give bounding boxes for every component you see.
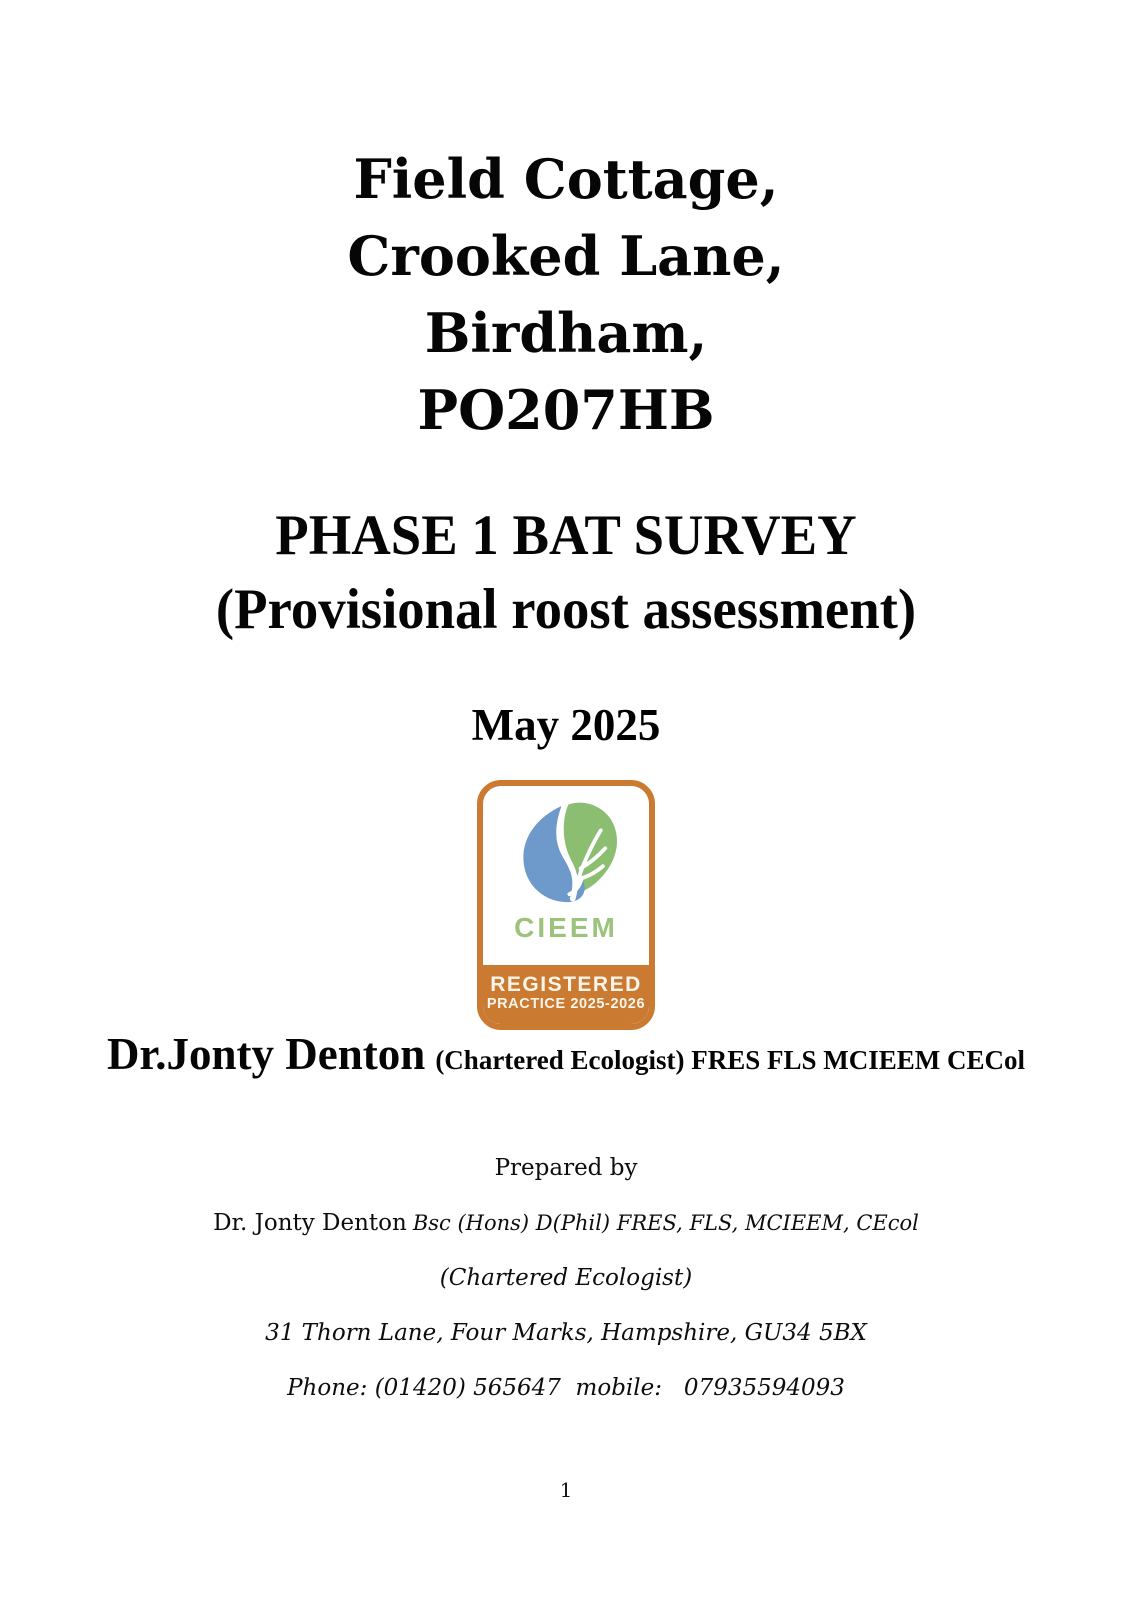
prepared-qualifications: Bsc (Hons) D(Phil) FRES, FLS, MCIEEM, CE… [412,1211,919,1235]
practice-years-label: PRACTICE 2025-2026 [486,996,646,1012]
droplet-highlight [567,875,584,897]
registered-practice-band: REGISTERED PRACTICE 2025-2026 [483,965,649,1024]
leaf-vein-branch-1 [578,846,608,871]
site-address-title: Field Cottage, Crooked Lane, Birdham, PO… [0,141,1132,449]
cieem-wordmark: CIEEM [514,912,618,943]
survey-subtitle: (Provisional roost assessment) [215,578,917,641]
author-name: Dr.Jonty Denton [106,1029,426,1079]
address-line-4: PO207HB [417,378,715,442]
address-line-2: Crooked Lane, [347,224,785,288]
prepared-by-name-line: Dr. Jonty Denton Bsc (Hons) D(Phil) FRES,… [0,1196,1132,1251]
page-number: 1 [559,1478,573,1502]
prepared-by-block: Prepared by Dr. Jonty Denton Bsc (Hons) D… [0,1141,1132,1416]
droplet-icon [523,804,585,903]
survey-heading: PHASE 1 BAT SURVEY (Provisional roost as… [23,499,1110,647]
leaf-vein-branch-2 [575,864,605,882]
address-line-3: Birdham, [424,301,708,365]
prepared-address: 31 Thorn Lane, Four Marks, Hampshire, GU… [265,1320,867,1346]
registered-label: REGISTERED [490,973,642,996]
author-credentials: (Chartered Ecologist) FRES FLS MCIEEM CE… [435,1045,1026,1075]
address-line-1: Field Cottage, [353,147,779,211]
cieem-registered-practice-badge: CIEEM REGISTERED PRACTICE 2025-2026 [477,780,655,1030]
report-date: May 2025 [471,700,661,750]
leaf-vein-main [573,828,603,891]
prepared-role: (Chartered Ecologist) [439,1265,693,1291]
prepared-name: Dr. Jonty Denton [213,1210,407,1236]
prepared-by-label: Prepared by [494,1155,638,1181]
prepared-phone: Phone: (01420) 565647 mobile: 0793559409… [287,1375,845,1401]
cieem-logo-icon [523,799,617,903]
author-line: Dr.Jonty Denton (Chartered Ecologist) FRE… [0,1028,1132,1080]
survey-title: PHASE 1 BAT SURVEY [275,504,857,567]
